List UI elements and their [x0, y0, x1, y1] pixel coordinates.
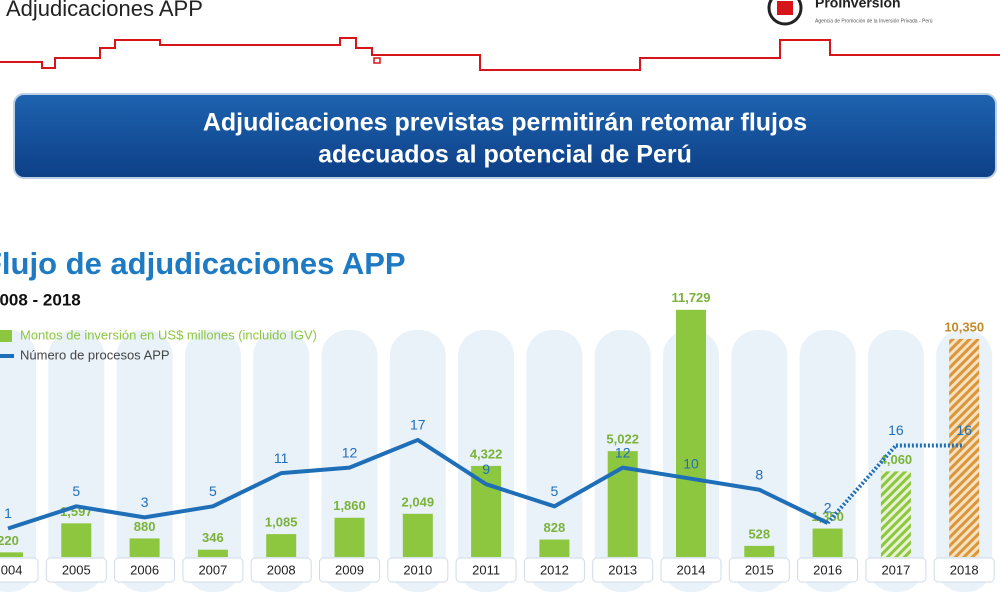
column-background — [184, 330, 241, 592]
bar — [676, 309, 706, 557]
bar-value-label: 220 — [0, 533, 19, 548]
category-label-box — [45, 557, 107, 583]
line-value-label: 12 — [615, 444, 631, 460]
column-background — [799, 330, 856, 592]
bar — [129, 538, 160, 557]
line-value-label: 5 — [72, 483, 80, 499]
line-value-label: 5 — [209, 483, 217, 499]
line-value-label: 12 — [342, 444, 358, 460]
line-value-label: 9 — [482, 461, 490, 477]
bar — [539, 539, 570, 557]
bar — [471, 465, 502, 557]
x-tick-label: 2007 — [198, 562, 227, 577]
x-tick-label: 2012 — [540, 562, 569, 577]
line-value-label: 17 — [410, 417, 426, 433]
line-value-label: 8 — [755, 466, 763, 482]
x-tick-label: 2014 — [677, 562, 706, 577]
column-background — [253, 330, 310, 592]
x-tick-label: 2015 — [745, 562, 774, 577]
category-label-box — [250, 557, 312, 583]
line — [7, 437, 829, 531]
bar-value-label: 880 — [134, 519, 156, 534]
legend-label: Número de procesos APP — [20, 347, 170, 362]
x-tick-label: 2004 — [0, 562, 22, 577]
category-label-box — [728, 557, 790, 583]
line-value-label: 5 — [551, 483, 559, 499]
banner-line: adecuados al potencial de Perú — [318, 141, 692, 169]
x-tick-label: 2018 — [950, 562, 979, 577]
chart-subtitle: 2008 - 2018 — [0, 290, 81, 309]
bar-value-label: 2,049 — [402, 494, 435, 509]
bar-value-label: 1,860 — [333, 498, 366, 513]
category-label-box — [592, 557, 654, 583]
banner — [13, 93, 997, 179]
x-tick-label: 2011 — [472, 562, 500, 577]
category-label-box — [455, 557, 517, 583]
x-tick-label: 2008 — [267, 562, 296, 577]
bar-value-label: 5,022 — [606, 432, 639, 447]
bar — [949, 338, 980, 557]
bar-value-label: 11,729 — [671, 290, 710, 305]
line-connector — [826, 444, 898, 525]
bar-value-label: 4,322 — [470, 446, 503, 461]
line-value-label: 10 — [683, 455, 699, 471]
legend-swatch — [0, 330, 12, 342]
bar — [402, 513, 433, 557]
logo-text: ProInversión — [815, 0, 901, 11]
bar — [61, 523, 92, 557]
bar — [266, 534, 297, 557]
bar-value-label: 346 — [202, 530, 224, 545]
category-label-box — [182, 557, 244, 583]
line-value-label: 11 — [274, 450, 289, 466]
category-label-box — [0, 557, 39, 583]
line-value-label: 16 — [956, 422, 972, 438]
category-label-box — [114, 557, 176, 583]
category-label-box — [660, 557, 722, 583]
bar — [0, 552, 23, 557]
bar-value-label: 1,085 — [265, 515, 298, 530]
bar — [744, 545, 775, 557]
category-label-box — [933, 557, 995, 583]
category-label-box — [865, 557, 927, 583]
category-label-box — [319, 557, 380, 583]
logo-icon-center — [777, 1, 793, 15]
x-tick-label: 2005 — [62, 562, 91, 577]
bar — [334, 517, 365, 557]
line-value-label: 1 — [4, 505, 12, 521]
column-background — [526, 330, 583, 592]
bar-value-label: 4,060 — [880, 452, 913, 467]
legend-label: Montos de inversión en US$ millones (inc… — [20, 327, 317, 342]
chart-title: Flujo de adjudicaciones APP — [0, 246, 406, 281]
line-value-label: 16 — [888, 422, 904, 438]
bar-value-label: 828 — [544, 520, 566, 535]
column-background — [731, 330, 788, 592]
column-background — [116, 330, 173, 592]
line-value-label: 3 — [141, 494, 149, 510]
x-tick-label: 2016 — [813, 562, 842, 577]
skyline-window — [373, 57, 381, 64]
x-tick-label: 2013 — [608, 562, 637, 577]
skyline — [0, 37, 1000, 71]
line-value-label: 2 — [824, 500, 832, 516]
plot: Montos de inversión en US$ millones (inc… — [0, 290, 984, 577]
banner-line: Adjudicaciones previstas permitirán reto… — [203, 109, 807, 137]
header-title: Adjudicaciones APP — [6, 0, 203, 21]
x-tick-label: 2017 — [881, 562, 910, 577]
bar — [812, 528, 843, 557]
x-tick-label: 2006 — [130, 562, 159, 577]
x-tick-label: 2010 — [403, 562, 432, 577]
x-tick-label: 2009 — [335, 562, 364, 577]
category-label-box — [797, 557, 859, 583]
logo-subtitle: Agencia de Promoción de la Inversión Pri… — [815, 18, 933, 24]
bar — [880, 471, 911, 557]
category-label-box — [523, 557, 585, 583]
bar-value-label: 528 — [748, 526, 770, 541]
category-label-box — [387, 557, 449, 583]
bar-value-label: 10,350 — [944, 319, 984, 334]
bar — [197, 549, 228, 557]
